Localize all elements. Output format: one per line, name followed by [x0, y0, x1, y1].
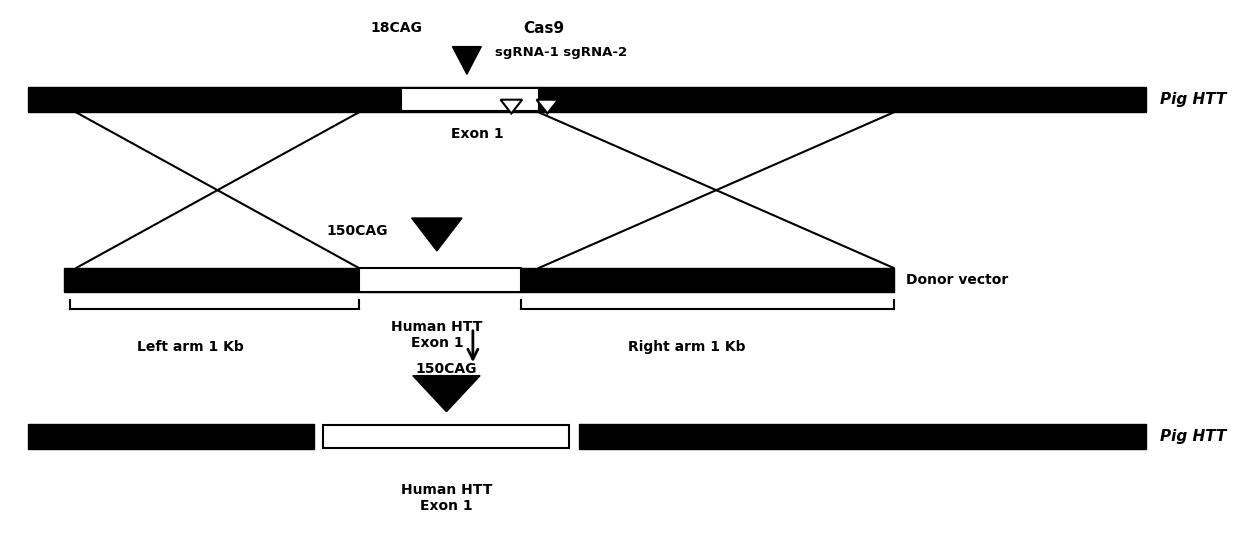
Text: Pig HTT: Pig HTT	[1161, 429, 1226, 444]
Bar	[64, 268, 894, 292]
Text: Pig HTT: Pig HTT	[1161, 92, 1226, 107]
Polygon shape	[412, 218, 463, 251]
Bar	[29, 424, 314, 449]
Text: Donor vector: Donor vector	[905, 273, 1008, 287]
Bar	[401, 88, 539, 112]
Text: Exon 1: Exon 1	[451, 127, 503, 141]
Text: sgRNA-1 sgRNA-2: sgRNA-1 sgRNA-2	[495, 46, 626, 59]
Bar	[29, 87, 1146, 113]
Text: Cas9: Cas9	[523, 20, 564, 36]
Text: 150CAG: 150CAG	[415, 362, 477, 376]
Polygon shape	[537, 100, 558, 114]
Text: 150CAG: 150CAG	[326, 224, 388, 238]
Bar	[322, 425, 569, 448]
Text: Human HTT
Exon 1: Human HTT Exon 1	[391, 320, 482, 350]
Bar	[579, 424, 1146, 449]
Polygon shape	[501, 100, 522, 114]
Text: Left arm 1 Kb: Left arm 1 Kb	[138, 340, 244, 354]
Text: Human HTT
Exon 1: Human HTT Exon 1	[401, 483, 492, 513]
Polygon shape	[453, 46, 481, 74]
Text: 18CAG: 18CAG	[371, 21, 423, 35]
Text: Right arm 1 Kb: Right arm 1 Kb	[627, 340, 745, 354]
Polygon shape	[413, 376, 480, 412]
Bar	[358, 268, 521, 292]
